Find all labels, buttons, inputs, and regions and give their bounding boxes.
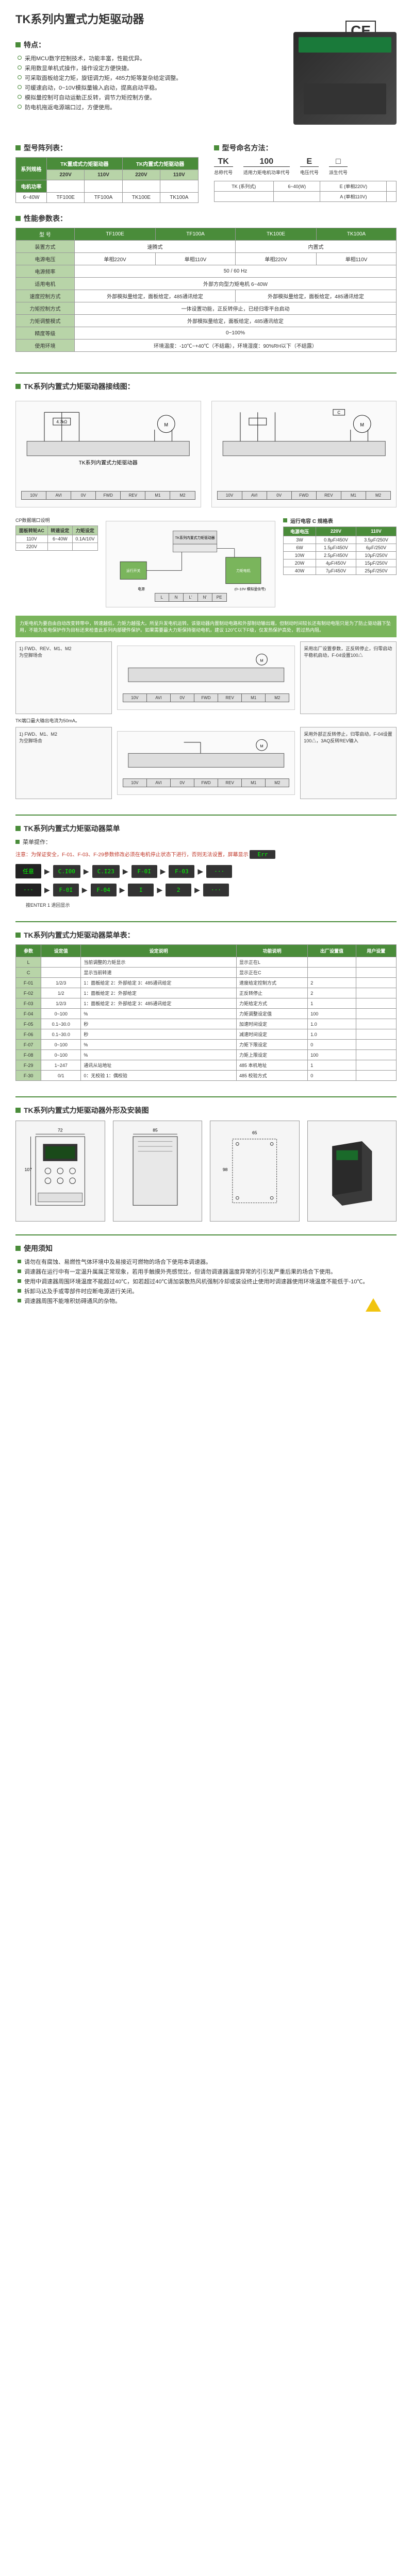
svg-text:M: M [260, 658, 263, 663]
usage-title: 使用须知 [24, 1243, 53, 1253]
menu-display: C.I00 [53, 865, 80, 878]
svg-text:(0~10V 模拟量信号): (0~10V 模拟量信号) [235, 586, 266, 591]
scenario-2-diagram: M 10VAVI0VFWDREVM1M2 [117, 731, 295, 795]
naming-diagram: TK总称代号100适用力矩电机功率代号E电压代号□派生代号 TK (系列式) 6… [214, 157, 397, 202]
performance-table: 型 号TF100ETF100ATK100ETK100A装置方式速腾式内置式电源电… [15, 228, 397, 352]
enter-label: 按ENTER 1 退回显示 [26, 902, 397, 908]
params-title: TK系列内置式力矩驱动器菜单表： [24, 930, 135, 940]
usage-item: 使用中调速器周围环境温度不能超过40℃，如若超过40℃请加装散热风机强制冷却或装… [18, 1277, 397, 1285]
usage-list: 请勿在有腐蚀、易燃性气体环境中及易接近可燃物的场合下使用本调速器。调速器在运行中… [18, 1258, 397, 1327]
cp-table: 面板转轮AC转速设定力矩设定 110V6~40W0.1A/10V 220V [15, 526, 98, 551]
scenario-2-note: 采用外部正反转停止，归零启动，F-04设置100△，3AQ反转REV输入 [300, 727, 397, 799]
dimensions-title: TK系列内置式力矩驱动器外形及安装图 [24, 1105, 149, 1115]
model-table: 系列规格 TK置成式力矩驱动器 TK内置式力矩驱动器 220V 110V 220… [15, 157, 199, 203]
cp-table-title: CP数据端口设明 [15, 517, 98, 523]
perf-title: 性能参数表： [24, 213, 67, 224]
svg-text:运行开关: 运行开关 [126, 568, 140, 572]
dim-side-view: 85 [113, 1121, 203, 1222]
features-title: 特点： [24, 40, 45, 50]
menu-display: F-0I [53, 884, 79, 896]
menu-display: F-0I [131, 865, 157, 878]
usage-item: 调速器在运行中有一定温升属属正常现象，若用手触摸外壳感觉比，但请勿调速器温度异常… [18, 1267, 397, 1276]
svg-text:电源: 电源 [138, 586, 145, 591]
menu-warning: 注意：为保证安全，F-01、F-03、F-29参数修改必须在电机停止状态下进行，… [15, 850, 397, 859]
capacitor-table: 电源电压220V110V3W0.8μF/450V3.5μF/250V6W1.5μ… [283, 527, 397, 575]
parameter-table: 参数设定值设定说明功能说明出厂设置值用户设置L当前调整的力矩显示显示正在LC显示… [15, 944, 397, 1081]
svg-text:85: 85 [153, 1128, 158, 1133]
svg-text:M: M [164, 422, 169, 427]
naming-code: E电压代号 [300, 157, 319, 176]
green-warning-note: 力矩电机为要自由自动改变转带中，转速越低，力矩力越强大。所呈升发电机运转。该驱动… [15, 616, 397, 637]
svg-text:TK系列内置式力矩驱动器: TK系列内置式力矩驱动器 [175, 535, 215, 539]
svg-text:98: 98 [223, 1167, 228, 1172]
wiring-diagram-1: TK系列内置式力矩驱动器 4.7kΩ M 10VAVI [15, 401, 201, 507]
power-wiring-diagram: TK系列内置式力矩驱动器 运行开关 力矩电机 电源 (0~10V 模拟量信号) … [106, 521, 275, 608]
scenario-1-diagram: M 10VAVI0VFWDREVM1M2 [117, 646, 295, 709]
svg-text:M: M [360, 422, 364, 427]
product-image [293, 32, 397, 125]
feature-list: 采用MCU数字控制技术，功能丰富，性能优异。采用数显单机式操作，操作设定方便快捷… [18, 54, 283, 111]
feature-item: 采用MCU数字控制技术，功能丰富，性能优异。 [18, 54, 283, 62]
menu-display: F-04 [91, 884, 117, 896]
svg-text:M: M [260, 743, 263, 748]
scenario-1-title: 1) FWD、REV、M1、M2 为空脚场合 [15, 641, 112, 714]
menu-display: ··· [203, 884, 229, 896]
dimension-drawings: 72 107 85 6 [15, 1121, 397, 1222]
usage-item: 拆卸马达及手或零部件时应断电源进行关闭。 [18, 1287, 397, 1295]
svg-text:力矩电机: 力矩电机 [236, 568, 250, 572]
menu-display: I [128, 884, 154, 896]
svg-text:C: C [337, 411, 340, 415]
wiring-diagram-2: M C 10VAVI0VFWDREVM1M2 [211, 401, 397, 507]
menu-title: TK系列内置式力矩驱动器菜单 [24, 823, 120, 834]
svg-text:4.7kΩ: 4.7kΩ [56, 420, 67, 425]
model-table-title: 型号阵列表： [24, 143, 67, 153]
wiring-title: TK系列内置式力矩驱动器接线图： [24, 381, 135, 392]
io-note: TK端口最大输出电流为50mA。 [15, 717, 397, 724]
menu-display: F-03 [169, 865, 194, 878]
naming-code: TK总称代号 [214, 157, 233, 176]
naming-title: 型号命名方法： [222, 143, 273, 153]
menu-display: ··· [15, 884, 41, 896]
svg-text:65: 65 [252, 1130, 257, 1136]
naming-code: □派生代号 [329, 157, 348, 176]
feature-item: 模拟量控制可自动运動正反转，调节力矩控制方便。 [18, 93, 283, 101]
feature-item: 可采取面板给定力矩，旋钮调力矩，485力矩等复杂给定调整。 [18, 74, 283, 82]
main-title: TK系列内置式力矩驱动器 [15, 10, 397, 27]
dim-mount-view: 65 98 [210, 1121, 300, 1222]
feature-item: 可缓速启动，0~10V模拟量输入启动，提高启动平稳。 [18, 83, 283, 92]
scenario-1-note: 采用出厂设置参数，正反转停止，归零启动平稳机启动，F-04设置100△ [300, 641, 397, 714]
menu-subtitle: 菜单提作： [23, 838, 51, 846]
svg-text:72: 72 [58, 1128, 63, 1133]
menu-display: 任意 [15, 864, 41, 878]
naming-code: 100适用力矩电机功率代号 [243, 157, 290, 176]
svg-text:TK系列内置式力矩驱动器: TK系列内置式力矩驱动器 [79, 460, 138, 466]
menu-flow-2: ···▶F-0I▶F-04▶I▶2▶··· [15, 884, 397, 896]
usage-item: 调速器周围不能堆积妨碍通风的杂物。 [18, 1297, 397, 1305]
feature-item: 采用数显单机式操作，操作设定方便快捷。 [18, 64, 283, 72]
scenario-2-title: 1) FWD、M1、M2 为空脚场合 [15, 727, 112, 799]
cap-table-title: 运行电容 C 规格表 [290, 517, 333, 524]
menu-flow-1: 任意▶C.I00▶C.I23▶F-0I▶F-03▶··· [15, 864, 397, 878]
menu-display: ··· [206, 865, 232, 878]
menu-display: 2 [166, 884, 191, 896]
usage-item: 请勿在有腐蚀、易燃性气体环境中及易接近可燃物的场合下使用本调速器。 [18, 1258, 397, 1266]
dim-iso-view [307, 1121, 397, 1222]
feature-item: 防电机拖返电源端口过，方便使用。 [18, 103, 283, 111]
menu-display: C.I23 [92, 865, 120, 878]
dim-front-view: 72 107 [15, 1121, 105, 1222]
